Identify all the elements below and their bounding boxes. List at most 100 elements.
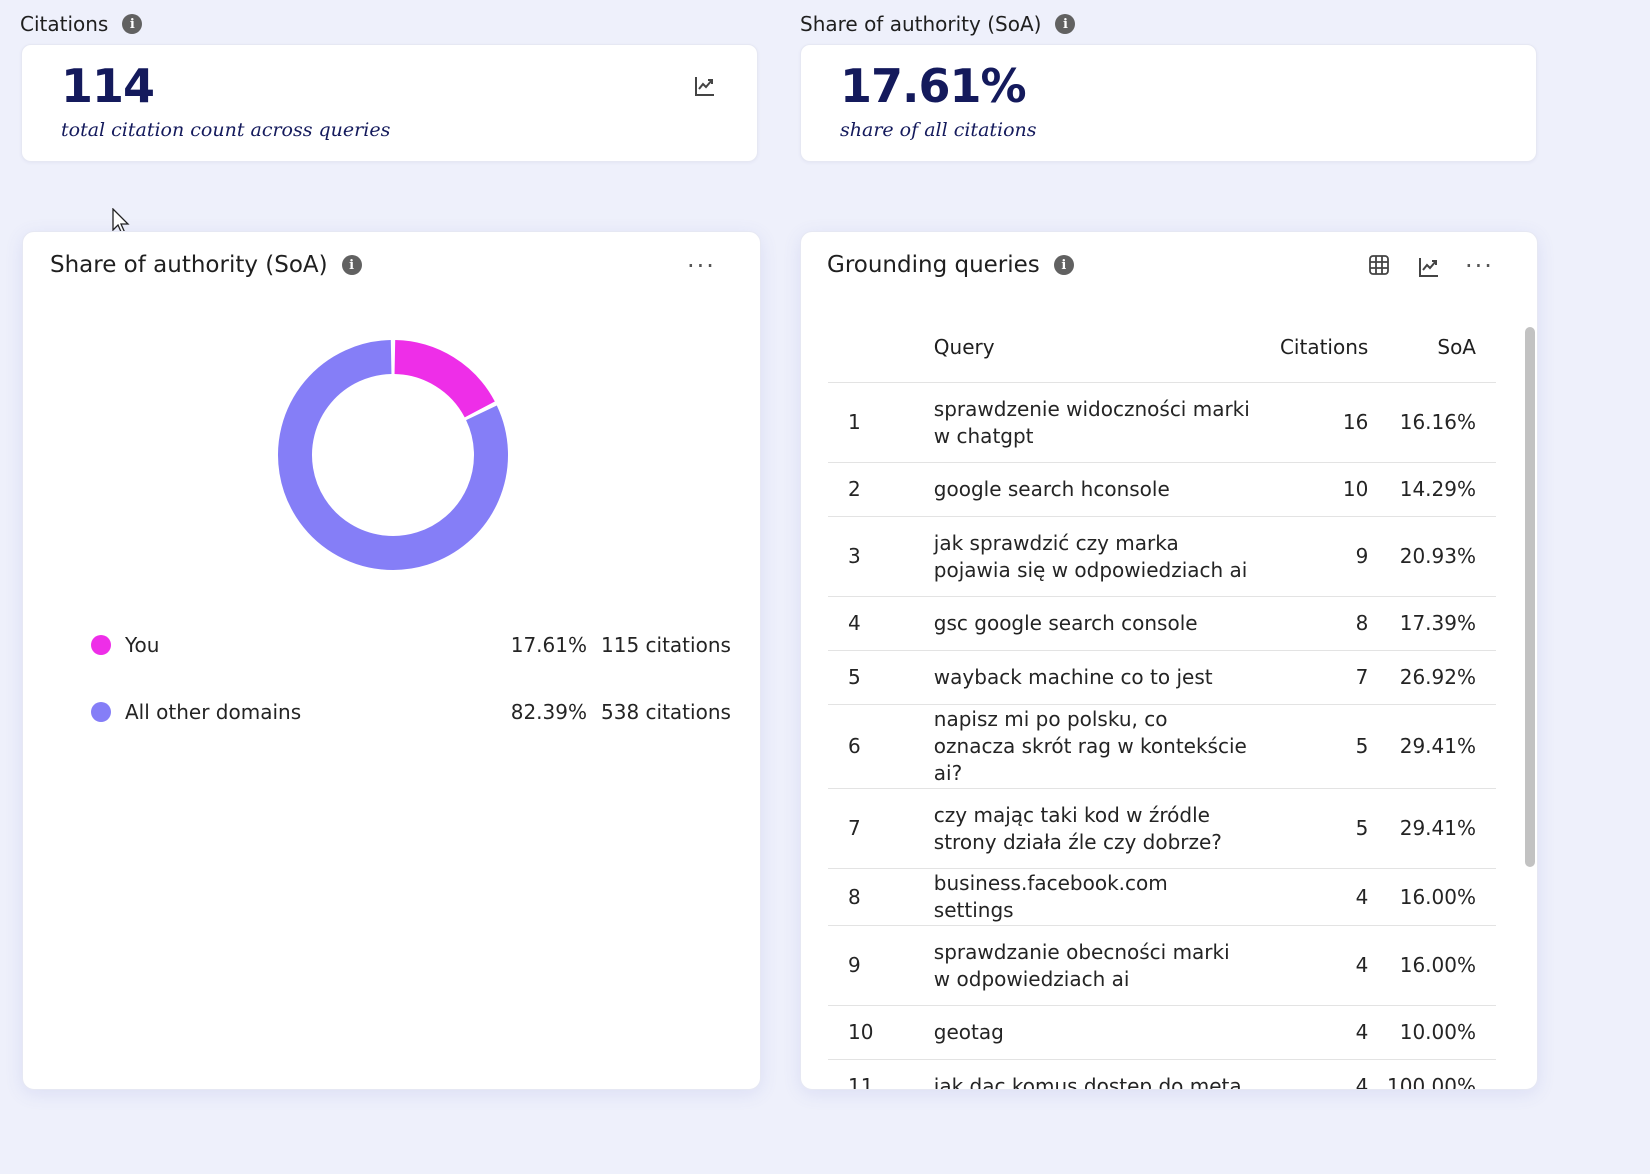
row-citations: 5 — [1252, 704, 1370, 789]
scrollbar[interactable] — [1525, 327, 1535, 867]
header-num — [828, 312, 933, 383]
citations-label-text: Citations — [20, 12, 109, 36]
trend-chart-icon[interactable] — [690, 71, 720, 101]
row-citations: 5 — [1252, 788, 1370, 869]
table-row[interactable]: 1 sprawdzenie widoczności marki w chatgp… — [828, 382, 1496, 463]
citations-card: 114 total citation count across queries — [21, 44, 758, 162]
table-row[interactable]: 5 wayback machine co to jest 7 26.92% — [828, 650, 1496, 705]
donut-chart — [278, 340, 508, 570]
table-row[interactable]: 6 napisz mi po polsku, co oznacza skrót … — [828, 704, 1496, 789]
legend-citations: 115 citations — [601, 633, 731, 657]
grounding-title: Grounding queries i — [827, 252, 1074, 278]
grounding-panel: Grounding queries i ··· Query Citations … — [800, 231, 1538, 1090]
header-soa[interactable]: SoA — [1369, 312, 1496, 383]
citations-subtitle: total citation count across queries — [61, 119, 391, 141]
legend-pct: 82.39% — [510, 700, 587, 724]
row-soa: 20.93% — [1369, 516, 1496, 597]
row-number: 8 — [828, 868, 933, 926]
legend-dot — [91, 702, 111, 722]
donut-slice-others[interactable] — [278, 340, 508, 570]
row-soa: 16.00% — [1369, 925, 1496, 1006]
row-number: 2 — [828, 462, 933, 517]
soa-panel: Share of authority (SoA) i ··· You 17.61… — [22, 231, 761, 1090]
row-soa: 14.29% — [1369, 462, 1496, 517]
row-query: geotag — [932, 1005, 1253, 1060]
row-soa: 16.16% — [1369, 382, 1496, 463]
citations-value: 114 — [61, 59, 155, 113]
row-citations: 7 — [1252, 650, 1370, 705]
row-query: napisz mi po polsku, co oznacza skrót ra… — [932, 704, 1253, 789]
row-soa: 29.41% — [1369, 704, 1496, 789]
row-number: 7 — [828, 788, 933, 869]
info-icon[interactable]: i — [341, 255, 362, 275]
row-query: business.facebook.com settings — [932, 868, 1253, 926]
legend-item-you: You 17.61% 115 citations — [91, 630, 731, 660]
row-number: 1 — [828, 382, 933, 463]
row-soa: 17.39% — [1369, 596, 1496, 651]
row-citations: 8 — [1252, 596, 1370, 651]
legend-pct: 17.61% — [510, 633, 587, 657]
row-soa: 16.00% — [1369, 868, 1496, 926]
row-citations: 16 — [1252, 382, 1370, 463]
soa-card: 17.61% share of all citations — [800, 44, 1537, 162]
header-query[interactable]: Query — [932, 312, 1253, 383]
row-number: 4 — [828, 596, 933, 651]
row-soa: 100.00% — [1369, 1059, 1496, 1089]
more-options-icon[interactable]: ··· — [687, 252, 716, 280]
row-query: jak dac komus dostep do meta — [932, 1059, 1253, 1089]
info-icon[interactable]: i — [122, 14, 143, 34]
row-number: 3 — [828, 516, 933, 597]
info-icon[interactable]: i — [1055, 14, 1076, 34]
row-query: wayback machine co to jest — [932, 650, 1253, 705]
soa-label: Share of authority (SoA) i — [800, 12, 1076, 36]
table-row[interactable]: 3 jak sprawdzić czy marka pojawia się w … — [828, 516, 1496, 597]
soa-value: 17.61% — [840, 59, 1027, 113]
table-row[interactable]: 11 jak dac komus dostep do meta 4 100.00… — [828, 1059, 1496, 1089]
citations-label: Citations i — [20, 12, 143, 36]
row-citations: 4 — [1252, 1059, 1370, 1089]
legend-name: You — [125, 633, 160, 657]
table-row[interactable]: 10 geotag 4 10.00% — [828, 1005, 1496, 1060]
row-number: 6 — [828, 704, 933, 789]
row-number: 11 — [828, 1059, 933, 1089]
more-options-icon[interactable]: ··· — [1465, 252, 1494, 280]
legend-citations: 538 citations — [601, 700, 731, 724]
table-view-icon[interactable] — [1364, 250, 1394, 280]
row-citations: 4 — [1252, 868, 1370, 926]
table-row[interactable]: 2 google search hconsole 10 14.29% — [828, 462, 1496, 517]
row-citations: 9 — [1252, 516, 1370, 597]
row-query: sprawdzenie widoczności marki w chatgpt — [932, 382, 1253, 463]
row-citations: 4 — [1252, 1005, 1370, 1060]
table-row[interactable]: 8 business.facebook.com settings 4 16.00… — [828, 868, 1496, 926]
table-header-row: Query Citations SoA — [828, 312, 1496, 383]
soa-subtitle: share of all citations — [840, 119, 1037, 141]
row-citations: 4 — [1252, 925, 1370, 1006]
row-query: gsc google search console — [932, 596, 1253, 651]
row-query: sprawdzanie obecności marki w odpowiedzi… — [932, 925, 1253, 1006]
table-row[interactable]: 4 gsc google search console 8 17.39% — [828, 596, 1496, 651]
row-query: google search hconsole — [932, 462, 1253, 517]
row-soa: 10.00% — [1369, 1005, 1496, 1060]
soa-panel-title-text: Share of authority (SoA) — [50, 252, 328, 278]
row-number: 9 — [828, 925, 933, 1006]
row-citations: 10 — [1252, 462, 1370, 517]
info-icon[interactable]: i — [1053, 255, 1074, 275]
row-query: jak sprawdzić czy marka pojawia się w od… — [932, 516, 1253, 597]
grounding-title-text: Grounding queries — [827, 252, 1040, 278]
row-number: 5 — [828, 650, 933, 705]
soa-label-text: Share of authority (SoA) — [800, 12, 1042, 36]
legend-name: All other domains — [125, 700, 302, 724]
table-row[interactable]: 7 czy mając taki kod w źródle strony dzi… — [828, 788, 1496, 869]
legend-dot — [91, 635, 111, 655]
header-citations[interactable]: Citations — [1252, 312, 1370, 383]
trend-chart-icon[interactable] — [1414, 252, 1444, 282]
table-row[interactable]: 9 sprawdzanie obecności marki w odpowied… — [828, 925, 1496, 1006]
soa-panel-title: Share of authority (SoA) i — [50, 252, 362, 278]
donut-slice-you[interactable] — [393, 340, 495, 418]
legend-item-others: All other domains 82.39% 538 citations — [91, 697, 731, 727]
row-number: 10 — [828, 1005, 933, 1060]
row-soa: 29.41% — [1369, 788, 1496, 869]
grounding-table: Query Citations SoA 1 sprawdzenie widocz… — [828, 312, 1496, 1089]
row-query: czy mając taki kod w źródle strony dział… — [932, 788, 1253, 869]
row-soa: 26.92% — [1369, 650, 1496, 705]
